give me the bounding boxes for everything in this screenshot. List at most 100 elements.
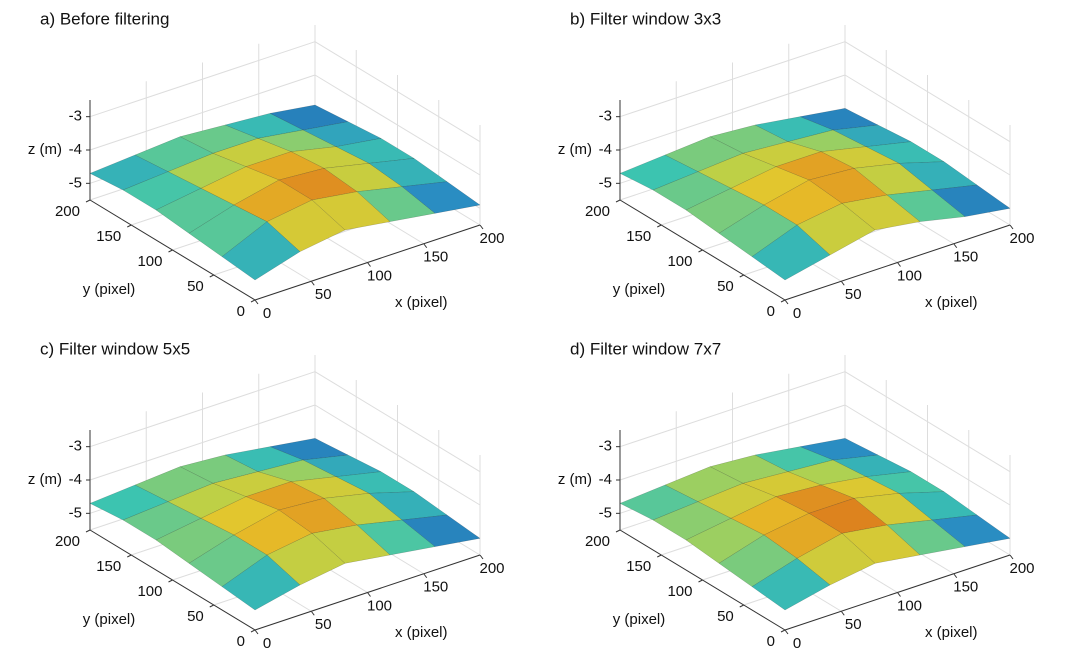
panel-title: c) Filter window 5x5 [40,339,190,358]
y-tick-label: 100 [667,583,692,600]
x-tick-label: 100 [897,267,922,284]
surface-patch [799,108,879,131]
surface-patch [188,204,268,257]
tick-mark [657,554,662,558]
z-tick-label: -5 [599,174,612,191]
y-tick-label: 200 [55,203,80,220]
tick-mark [423,573,428,579]
tick-mark [784,629,789,635]
x-tick-label: 200 [479,230,504,247]
y-tick-label: 100 [667,253,692,270]
y-tick-label: 50 [187,278,204,295]
surface-patch [931,184,1011,217]
tick-mark [698,249,703,253]
y-axis-label: y (pixel) [83,611,136,628]
x-tick-label: 50 [845,286,862,303]
x-tick-label: 50 [315,616,332,633]
panel-title: b) Filter window 3x3 [570,9,721,28]
panel: c) Filter window 5x5 0 50 100 150 200 0 50 100 15… [28,339,505,651]
tick-mark [1009,224,1014,230]
surface-patch [886,189,966,222]
panel-title: d) Filter window 7x7 [570,339,721,358]
x-axis-label: x (pixel) [395,624,448,641]
z-axis-label: z (m) [28,471,62,488]
z-tick-label: -5 [599,504,612,521]
x-tick-label: 100 [897,597,922,614]
tick-mark [739,274,744,278]
tick-mark [657,224,662,228]
x-tick-label: 0 [793,305,801,322]
y-tick-label: 100 [137,253,162,270]
z-axis-label: z (m) [558,471,592,488]
tick-mark [85,199,91,203]
x-tick-label: 50 [315,286,332,303]
y-axis-label: y (pixel) [83,281,136,298]
y-axis-label: y (pixel) [613,611,666,628]
grid-line [89,371,316,448]
z-tick-label: -4 [69,141,82,158]
surface-patch [832,454,912,477]
tick-mark [840,280,845,286]
y-tick-label: 200 [585,533,610,550]
tick-mark [85,529,91,533]
tick-mark [784,299,789,305]
axis-line [254,224,481,301]
x-tick-label: 0 [263,305,271,322]
surface-patch [188,534,268,587]
x-axis-label: x (pixel) [925,294,978,311]
axis-line [89,529,256,631]
tick-mark [479,224,484,230]
x-tick-label: 0 [263,635,271,652]
axis-line [619,529,786,631]
tick-mark [1009,554,1014,560]
y-tick-label: 150 [626,558,651,575]
z-tick-label: -3 [599,438,612,455]
tick-mark [127,554,132,558]
tick-mark [780,629,786,633]
tick-mark [127,224,132,228]
surface-patch [221,221,301,281]
surface-patch [751,558,831,611]
z-tick-label: -3 [599,108,612,125]
grid-line [314,371,481,473]
tick-mark [615,529,621,533]
z-tick-label: -3 [69,438,82,455]
y-tick-label: 150 [626,228,651,245]
z-tick-label: -4 [599,471,612,488]
x-tick-label: 200 [1009,230,1034,247]
tick-mark [615,199,621,203]
x-tick-label: 200 [479,560,504,577]
tick-mark [897,592,901,597]
grid-line [619,41,846,118]
tick-mark [367,592,371,597]
x-tick-label: 200 [1009,560,1034,577]
panel-title: a) Before filtering [40,9,169,28]
tick-mark [209,274,214,278]
tick-mark [310,280,315,286]
grid-line [844,404,1011,506]
x-tick-label: 100 [367,267,392,284]
x-tick-label: 150 [423,579,448,596]
tick-mark [739,604,744,608]
axis-line [89,199,256,301]
tick-mark [254,299,259,305]
y-tick-label: 0 [237,303,245,320]
x-tick-label: 150 [953,249,978,266]
z-tick-label: -3 [69,108,82,125]
y-tick-label: 150 [96,558,121,575]
axis-line [619,199,786,301]
surface-patch [200,496,280,536]
tick-mark [250,299,256,303]
z-tick-label: -4 [69,471,82,488]
z-tick-label: -4 [599,141,612,158]
tick-mark [423,243,428,249]
y-tick-label: 50 [187,608,204,625]
y-axis-label: y (pixel) [613,281,666,298]
grid-line [89,404,316,481]
tick-mark [897,262,901,267]
x-tick-label: 0 [793,635,801,652]
surface-patch [841,194,921,231]
tick-mark [209,604,214,608]
grid-line [619,404,846,481]
